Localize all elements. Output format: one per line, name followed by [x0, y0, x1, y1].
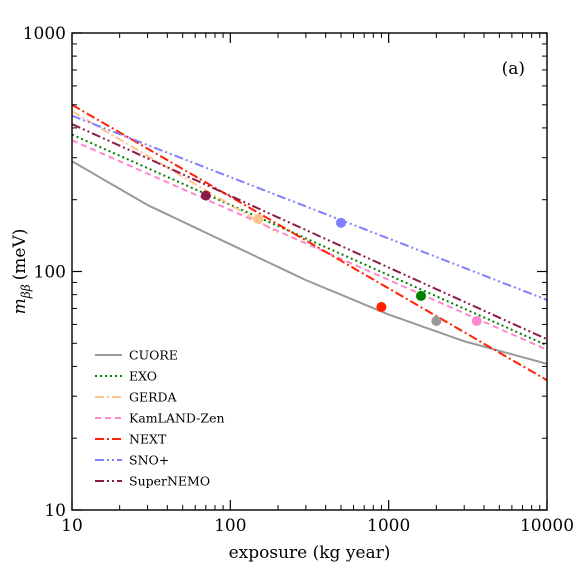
- series-line-exo: [72, 133, 547, 347]
- y-tick-label: 10: [44, 501, 66, 521]
- series-marker-next: [376, 301, 387, 312]
- series-marker-sno: [336, 217, 347, 228]
- series-marker-kamland-zen: [471, 316, 482, 327]
- panel-annotation: (a): [502, 59, 525, 79]
- y-tick-label: 100: [34, 263, 66, 283]
- y-axis-label: mββ (meV): [10, 229, 33, 315]
- plot-layer: [72, 103, 547, 382]
- legend-label-exo: EXO: [129, 369, 157, 384]
- x-tick-label: 1000: [367, 516, 410, 536]
- series-line-gerda: [72, 110, 279, 234]
- series-line-next: [72, 103, 547, 382]
- series-marker-supernemo: [200, 190, 211, 201]
- ticks-layer: 10 100 1000 10000 10 100 1000: [23, 24, 574, 536]
- series-marker-exo: [415, 290, 426, 301]
- y-axis-label-sub: ββ: [19, 284, 33, 299]
- svg-text:mββ(meV): mββ (meV): [10, 229, 33, 315]
- series-line-kamland-zen: [72, 139, 547, 351]
- legend: CUORE EXO GERDA KamLAND-Zen NEXT SNO+ SuperNEM…: [95, 348, 225, 489]
- series-group: [72, 103, 547, 382]
- series-marker-cuore: [431, 316, 442, 327]
- series-line-cuore: [72, 160, 547, 365]
- x-tick-label: 10000: [520, 516, 574, 536]
- series-marker-gerda: [253, 214, 264, 225]
- x-tick-label: 10: [61, 516, 83, 536]
- y-axis-label-unit: (meV): [10, 229, 30, 281]
- legend-label-supernemo: SuperNEMO: [129, 474, 210, 489]
- y-tick-label: 1000: [23, 24, 66, 44]
- legend-label-sno: SNO+: [129, 453, 169, 468]
- series-line-supernemo: [72, 123, 547, 341]
- legend-label-next: NEXT: [129, 432, 167, 447]
- legend-label-kamland-zen: KamLAND-Zen: [129, 411, 225, 426]
- legend-label-gerda: GERDA: [129, 390, 178, 405]
- series-line-sno: [72, 114, 547, 301]
- x-axis-label: exposure (kg year): [229, 543, 391, 563]
- y-axis-label-main: m: [10, 298, 30, 314]
- legend-label-cuore: CUORE: [129, 348, 178, 363]
- x-tick-label: 100: [214, 516, 246, 536]
